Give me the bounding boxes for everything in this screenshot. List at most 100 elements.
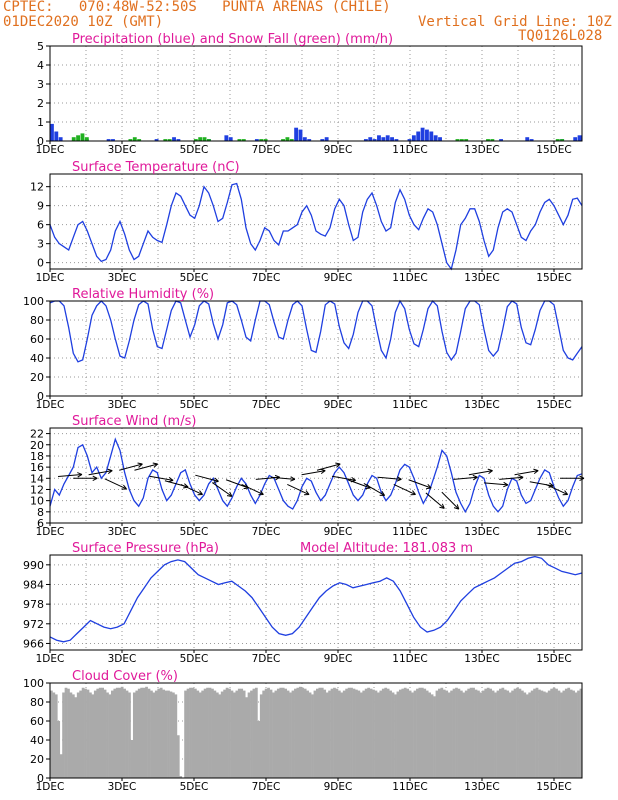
wind-arrow bbox=[301, 470, 326, 476]
cloud-bar bbox=[355, 689, 358, 778]
chart-title: Precipitation (blue) and Snow Fall (gree… bbox=[72, 32, 393, 47]
cloud-bar bbox=[467, 688, 471, 778]
y-tick-label: 22 bbox=[30, 428, 44, 441]
cloud-bar bbox=[291, 690, 295, 778]
cloud-bar bbox=[154, 690, 158, 778]
cloud-bar bbox=[345, 688, 349, 778]
cloud-bar bbox=[242, 690, 246, 778]
cloud-bar bbox=[528, 692, 532, 778]
snow-bar bbox=[289, 139, 294, 141]
wind-arrowhead bbox=[439, 503, 445, 509]
x-tick-label: 5DEC bbox=[180, 781, 209, 793]
snow-bar bbox=[202, 137, 207, 141]
precip-bar bbox=[577, 135, 582, 141]
cloud-bar bbox=[579, 688, 583, 778]
x-tick-label: 9DEC bbox=[324, 144, 353, 156]
cloud-bar bbox=[125, 690, 129, 778]
cloud-bar bbox=[262, 690, 266, 778]
header-line1: CPTEC: 070:48W-52:50S PUNTA ARENAS (CHIL… bbox=[3, 0, 391, 15]
cloud-bar bbox=[115, 687, 119, 778]
x-tick-label: 11DEC bbox=[392, 272, 427, 284]
wind-arrow bbox=[149, 475, 174, 481]
y-tick-label: 5 bbox=[37, 40, 44, 53]
precip-bar bbox=[407, 139, 412, 141]
cloud-bar bbox=[274, 690, 278, 778]
chart-title: Cloud Cover (%) bbox=[72, 669, 178, 684]
precip-bar bbox=[368, 137, 373, 141]
cloud-bar bbox=[113, 688, 117, 778]
cloud-bar bbox=[213, 690, 217, 778]
precip-bar bbox=[411, 135, 416, 141]
snow-bar bbox=[128, 139, 133, 141]
chart-title: Surface Wind (m/s) bbox=[72, 414, 196, 429]
wind-arrow bbox=[134, 463, 158, 471]
cloud-bar bbox=[440, 687, 444, 778]
cloud-bar bbox=[318, 687, 322, 778]
cloud-bar bbox=[398, 689, 402, 778]
cloud-bar bbox=[447, 692, 451, 778]
cloud-bar bbox=[230, 690, 234, 778]
cloud-bar bbox=[413, 690, 417, 778]
cloud-bar bbox=[237, 688, 241, 778]
cloud-bar bbox=[401, 688, 405, 778]
precip-bar bbox=[529, 139, 534, 141]
cloud-bar bbox=[196, 690, 200, 778]
cloud-bar bbox=[298, 686, 302, 778]
precip-bar bbox=[298, 129, 303, 141]
plot-frame bbox=[49, 554, 583, 651]
wind-arrowhead bbox=[107, 468, 113, 475]
cloud-bar bbox=[494, 692, 497, 778]
y-tick-label: 100 bbox=[23, 295, 44, 308]
cloud-bar bbox=[320, 687, 324, 778]
y-tick-label: 4 bbox=[37, 59, 44, 72]
cloud-bar bbox=[316, 688, 319, 778]
x-tick-label: 3DEC bbox=[108, 653, 137, 665]
snow-bar bbox=[486, 139, 490, 141]
precip-bar bbox=[111, 139, 115, 141]
cloud-bar bbox=[572, 690, 575, 778]
y-tick-label: 100 bbox=[23, 677, 44, 690]
y-tick-label: 12 bbox=[30, 181, 44, 194]
wind-arrowhead bbox=[533, 468, 539, 475]
panel-2: 0 20 40 60 80 100 1DEC 3DEC 5DEC 7DEC 9DEC 11DEC 13D… bbox=[23, 287, 583, 411]
cloud-bar bbox=[172, 692, 175, 778]
plot-frame bbox=[49, 45, 583, 142]
cloud-bar bbox=[279, 687, 283, 778]
cloud-bar bbox=[389, 690, 392, 778]
x-tick-label: 1DEC bbox=[36, 653, 65, 665]
wind-arrow bbox=[408, 479, 432, 489]
cloud-bar bbox=[411, 692, 414, 778]
cloud-bar bbox=[384, 687, 388, 778]
x-tick-label: 13DEC bbox=[464, 399, 499, 411]
precip-bar bbox=[302, 137, 307, 141]
wind-arrowhead bbox=[258, 490, 264, 496]
y-tick-label: 18 bbox=[30, 450, 44, 463]
precip-bar bbox=[228, 137, 233, 141]
cloud-bar bbox=[501, 687, 505, 778]
cloud-bar bbox=[328, 690, 331, 778]
wind-arrow bbox=[88, 470, 113, 476]
wind-arrow bbox=[453, 476, 478, 480]
wind-arrowhead bbox=[92, 475, 98, 482]
y-tick-label: 40 bbox=[30, 734, 44, 747]
snow-bar bbox=[490, 139, 495, 141]
cloud-bar bbox=[459, 690, 463, 778]
cloud-bar bbox=[350, 687, 353, 778]
wind-arrowhead bbox=[304, 490, 310, 496]
x-tick-label: 1DEC bbox=[36, 781, 65, 793]
cloud-bar bbox=[89, 692, 92, 778]
cloud-bar bbox=[560, 692, 563, 778]
cloud-bar bbox=[547, 690, 551, 778]
x-tick-label: 5DEC bbox=[180, 272, 209, 284]
cloud-bar bbox=[477, 690, 480, 778]
cloud-bar bbox=[323, 689, 327, 778]
wind-arrowhead bbox=[562, 490, 569, 496]
precip-bar bbox=[499, 139, 504, 141]
cloud-bar bbox=[540, 690, 544, 778]
y-tick-label: 10 bbox=[30, 495, 44, 508]
cloud-bar bbox=[235, 690, 239, 778]
cloud-bar bbox=[542, 691, 546, 778]
cloud-bar bbox=[184, 690, 187, 778]
header-line2: 01DEC2020 10Z (GMT) bbox=[3, 14, 164, 30]
cloud-bar bbox=[386, 688, 390, 778]
